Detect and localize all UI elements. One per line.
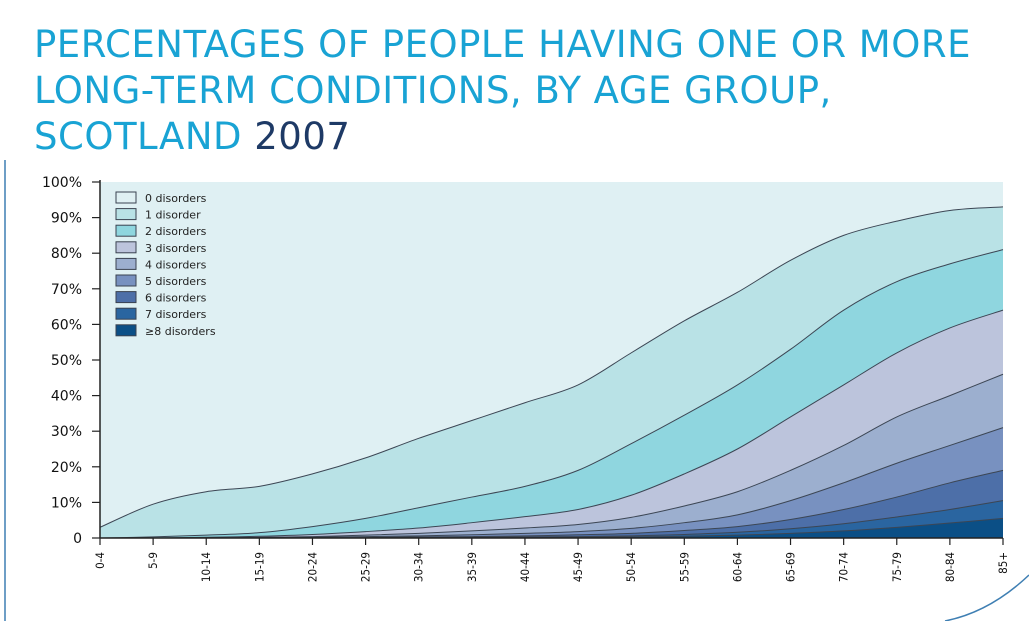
boundary-line [99, 206, 1004, 528]
y-tick-label: 10% [51, 495, 82, 511]
area-4-disorders [100, 374, 1003, 538]
x-tick-label: 45-49 [571, 552, 585, 582]
legend-label: 3 disorders [145, 242, 207, 255]
x-tick-label: 65-69 [784, 552, 798, 582]
legend-label: 4 disorders [145, 258, 207, 271]
slide-frame [4, 160, 1029, 621]
legend-item: 1 disorder [115, 208, 201, 222]
frame-corner-curve [944, 574, 1029, 621]
legend-label: 2 disorders [145, 225, 207, 238]
x-tick-label: 50-54 [624, 552, 638, 582]
legend-swatch [115, 324, 137, 337]
y-tick-label: 50% [51, 353, 82, 369]
x-axis-ticks: 0-4 5-9 10-14 15-19 20-24 25-29 30-34 35-39 40-4… [93, 538, 1010, 582]
x-tick-label: 70-74 [837, 552, 851, 582]
y-tick-label: 70% [51, 282, 82, 298]
y-tick-label: 0 [73, 531, 82, 547]
legend-swatch [115, 208, 137, 221]
chart-title-year: 2007 [254, 115, 351, 158]
y-tick-label: 90% [51, 211, 82, 227]
legend-item: 3 disorders [115, 241, 207, 255]
legend-swatch [115, 257, 137, 270]
chart-title: PERCENTAGES OF PEOPLE HAVING ONE OR MORE… [34, 22, 994, 160]
legend-item: 4 disorders [115, 257, 207, 271]
chart-title-main: PERCENTAGES OF PEOPLE HAVING ONE OR MORE… [34, 23, 971, 158]
y-tick-label: 80% [51, 246, 82, 262]
y-tick-label: 40% [51, 389, 82, 405]
x-tick-label: 35-39 [465, 552, 479, 582]
x-tick-label: 85+ [996, 552, 1010, 574]
legend-label: ≥8 disorders [145, 325, 216, 338]
legend-label: 1 disorder [145, 209, 201, 222]
legend-label: 0 disorders [145, 192, 207, 205]
boundary-line [100, 309, 1004, 539]
x-tick-label: 30-34 [412, 552, 426, 582]
area-8-disorders [100, 518, 1003, 538]
boundary-line [99, 249, 1004, 539]
area-layers [100, 182, 1003, 539]
y-tick-label: 30% [51, 424, 82, 440]
area-5-disorders [100, 427, 1003, 538]
legend-item: 6 disorders [115, 291, 207, 305]
x-tick-label: 5-9 [146, 552, 160, 569]
x-tick-label: 25-29 [359, 552, 373, 582]
legend-item: 0 disorders [115, 191, 207, 205]
chart-legend: 0 disorders 1 disorder 2 disorders 3 disord… [115, 191, 216, 338]
legend-swatch [115, 291, 137, 304]
x-tick-label: 20-24 [305, 552, 319, 582]
legend-swatch [115, 191, 137, 204]
legend-item: ≥8 disorders [115, 324, 216, 338]
x-tick-label: 40-44 [518, 552, 532, 582]
legend-item: 2 disorders [115, 224, 207, 238]
x-tick-label: 10-14 [199, 552, 213, 582]
legend-label: 7 disorders [145, 308, 207, 321]
legend-label: 6 disorders [145, 292, 207, 305]
y-axis-ticks: 0 10% 20% 30% 40% 50% 60% 70% 80% 90% 100% [42, 175, 100, 547]
chart-axes [99, 180, 1003, 539]
x-tick-label: 75-79 [890, 552, 904, 582]
y-tick-label: 100% [42, 175, 82, 191]
x-tick-label: 55-59 [677, 552, 691, 582]
y-tick-label: 20% [51, 460, 82, 476]
legend-swatch [115, 274, 137, 287]
x-tick-label: 80-84 [943, 552, 957, 582]
legend-item: 5 disorders [115, 274, 207, 288]
y-tick-label: 60% [51, 317, 82, 333]
legend-label: 5 disorders [145, 275, 207, 288]
legend-swatch [115, 307, 137, 320]
legend-swatch [115, 241, 137, 254]
x-tick-label: 15-19 [252, 552, 266, 582]
legend-swatch [115, 224, 137, 237]
x-tick-label: 60-64 [730, 552, 744, 582]
x-tick-label: 0-4 [93, 552, 107, 569]
legend-item: 7 disorders [115, 307, 207, 321]
